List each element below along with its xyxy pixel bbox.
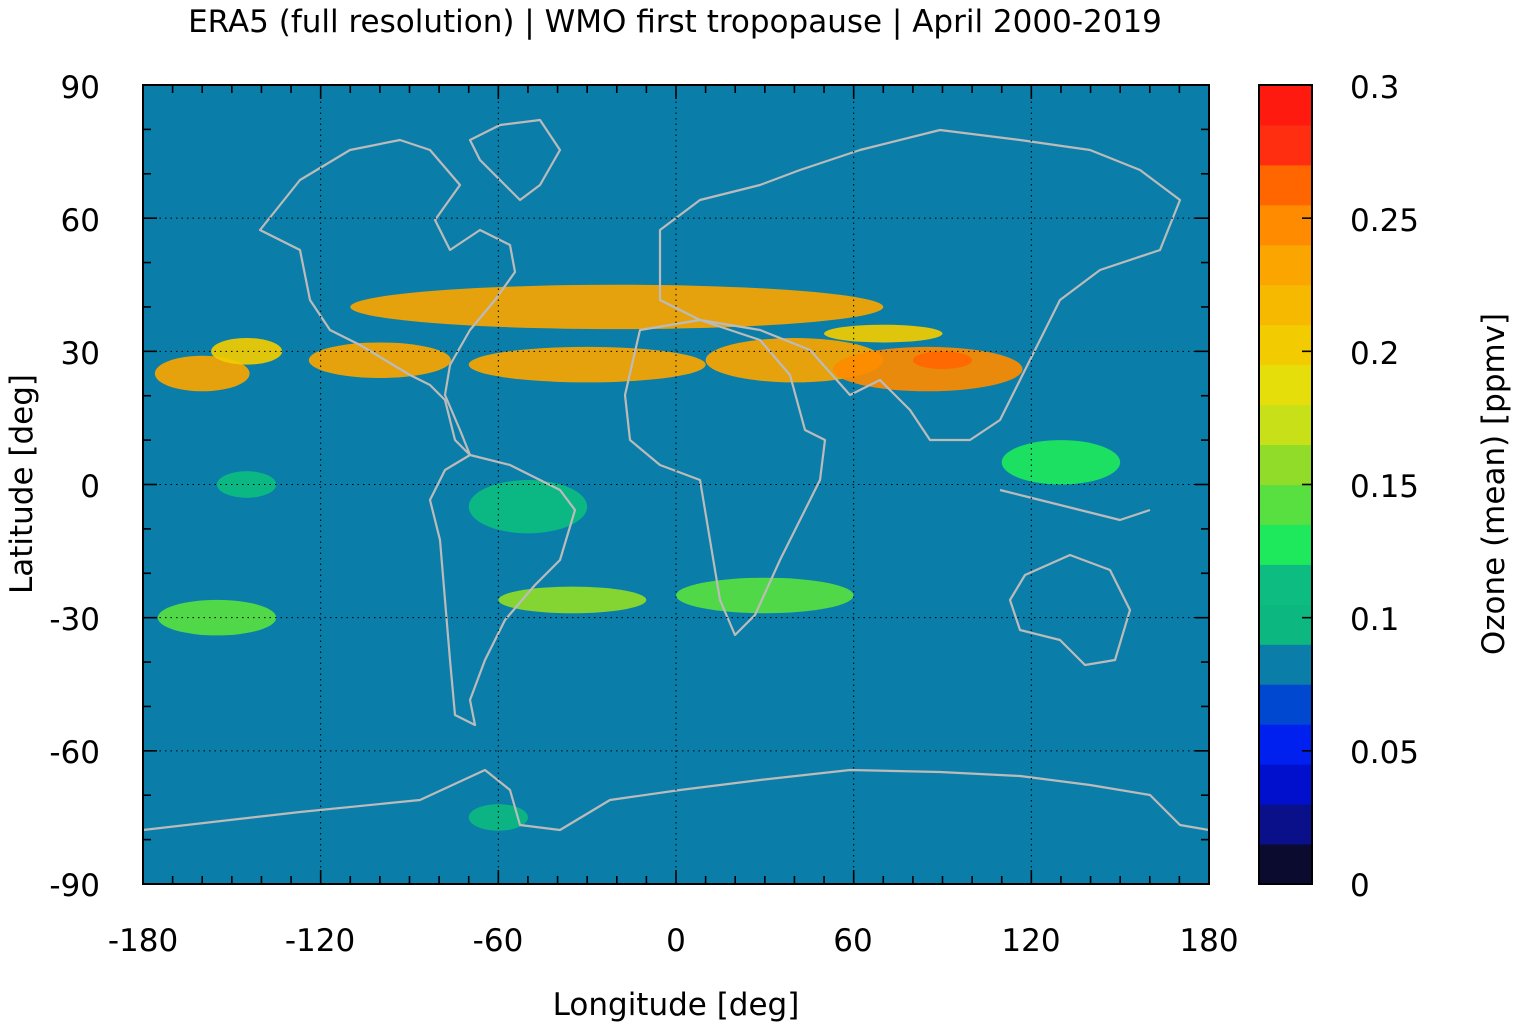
y-axis: 90 60 30 0 -30 -60 -90 (49, 70, 100, 904)
colorbar-tick-label: 0.25 (1350, 203, 1419, 239)
colorbar-step (1259, 604, 1312, 645)
ozone-anomaly (217, 471, 277, 498)
coastline-greenland (468, 118, 562, 202)
coastline-south-america (428, 453, 577, 727)
ozone-anomaly (350, 284, 884, 330)
colorbar-step (1259, 204, 1312, 246)
ozone-anomaly (211, 338, 283, 365)
colorbar-step (1259, 844, 1312, 885)
colorbar-step (1259, 724, 1312, 765)
colorbar-tick-label: 0.15 (1350, 469, 1419, 505)
x-tick-label: -120 (285, 923, 355, 959)
colorbar-step (1259, 124, 1312, 166)
colorbar-label: Ozone (mean) [ppmv] (1476, 313, 1512, 655)
coastline-africa (623, 318, 827, 637)
minor-ticks (142, 84, 1210, 885)
x-tick-label: 60 (833, 923, 872, 959)
ozone-anomaly (468, 346, 706, 383)
x-tick-label: -180 (108, 923, 178, 959)
colorbar-tick-label: 0.2 (1350, 336, 1399, 372)
colorbar-step (1259, 85, 1312, 126)
ozone-anomaly (308, 342, 451, 378)
grid-lines (143, 85, 1209, 884)
x-tick-label: 180 (1179, 923, 1238, 959)
ozone-anomaly (157, 599, 277, 636)
y-tick-label: 0 (80, 469, 100, 505)
y-tick-label: 60 (61, 203, 100, 239)
ozone-anomaly (154, 355, 250, 392)
colorbar-step (1259, 404, 1312, 446)
colorbar-step (1259, 524, 1312, 565)
coastline-indonesia (999, 488, 1151, 522)
y-tick-label: 30 (61, 336, 100, 372)
colorbar-step (1259, 244, 1312, 286)
chart-title: ERA5 (full resolution) | WMO first tropo… (188, 4, 1162, 40)
colorbar-tick-label: 0.3 (1350, 70, 1399, 106)
y-tick-label: -30 (49, 602, 100, 638)
colorbar-step (1259, 284, 1312, 326)
map-plot-area (143, 85, 1209, 884)
x-tick-label: 120 (1001, 923, 1060, 959)
colorbar-step (1259, 364, 1312, 406)
x-axis: -180 -120 -60 0 60 120 180 (108, 923, 1239, 959)
x-tick-label: -60 (473, 923, 524, 959)
coastline-eurasia (658, 128, 1182, 442)
ozone-anomaly (824, 324, 943, 343)
colorbar-tick-label: 0.05 (1350, 735, 1419, 771)
coastlines (143, 118, 1209, 832)
x-tick-label: 0 (666, 923, 686, 959)
x-axis-label: Longitude [deg] (553, 987, 800, 1023)
colorbar: 0.3 0.25 0.2 0.15 0.1 0.05 0 Ozone (mean… (1258, 70, 1512, 904)
colorbar-step (1259, 764, 1312, 805)
colorbar-tick-label: 0.1 (1350, 602, 1399, 638)
colorbar-step (1259, 484, 1312, 525)
colorbar-step (1259, 684, 1312, 725)
colorbar-step (1259, 324, 1312, 366)
ozone-anomaly (1001, 440, 1121, 485)
y-tick-label: -90 (49, 868, 100, 904)
y-tick-label: 90 (61, 70, 100, 106)
coastline-north-america (258, 138, 517, 457)
colorbar-steps (1259, 85, 1312, 885)
colorbar-ticks (1302, 84, 1312, 885)
colorbar-step (1259, 164, 1312, 206)
coastline-antarctica (143, 768, 1209, 832)
colorbar-step (1259, 444, 1312, 485)
y-axis-label: Latitude [deg] (4, 374, 40, 594)
y-tick-label: -60 (49, 735, 100, 771)
coastline-australia (1008, 553, 1132, 667)
ozone-anomaly (912, 351, 973, 370)
colorbar-tick-label: 0 (1350, 868, 1370, 904)
colorbar-step (1259, 564, 1312, 605)
ozone-anomaly (498, 586, 647, 614)
colorbar-step (1259, 644, 1312, 685)
colorbar-step (1259, 804, 1312, 845)
